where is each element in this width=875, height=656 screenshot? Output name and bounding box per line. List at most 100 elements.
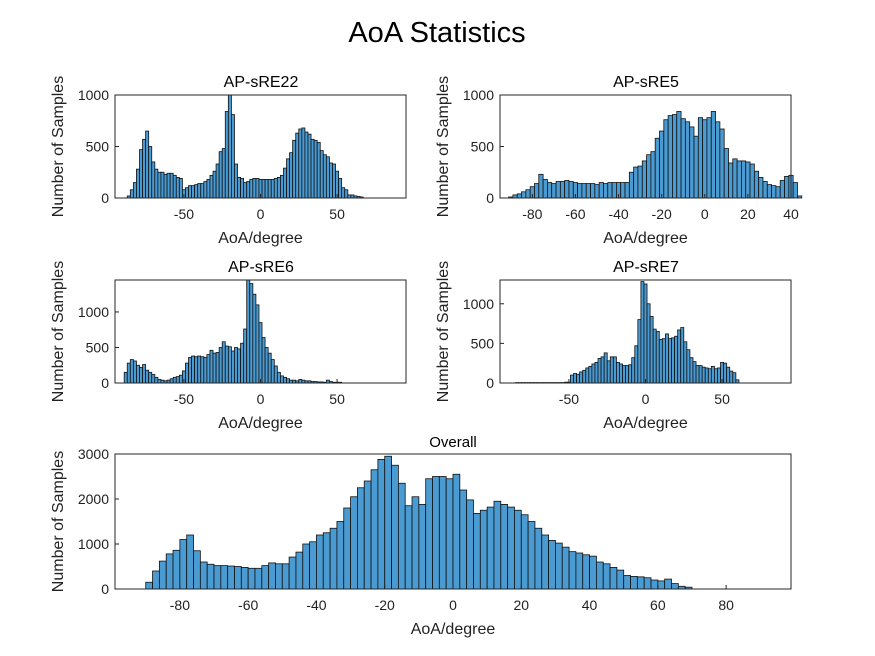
histogram-bar [194, 184, 199, 199]
histogram-bar [726, 366, 731, 384]
histogram-bar [243, 328, 248, 384]
x-tick-label: 0 [642, 391, 650, 407]
histogram-bar [459, 489, 468, 590]
histogram-bar [674, 335, 679, 384]
histogram-bar [619, 363, 623, 384]
histogram-bar [286, 378, 291, 384]
subplot-title-ap-sre5: AP-sRE5 [613, 74, 679, 91]
histogram-bar [157, 379, 162, 384]
x-axis-label: AoA/degree [411, 621, 496, 638]
histogram-bar [322, 154, 327, 199]
histogram-bar [145, 369, 150, 384]
histogram-bar [249, 179, 254, 199]
histogram-bar [213, 565, 222, 590]
histogram-bar [714, 368, 718, 384]
histogram-bar [344, 189, 349, 199]
x-tick-label: 20 [513, 597, 529, 613]
histogram-bar [775, 186, 781, 199]
histogram-bar [172, 549, 181, 590]
histogram-bar [577, 183, 583, 199]
histogram-bar [227, 346, 232, 384]
histogram-bar [573, 373, 577, 384]
histogram-bar [723, 362, 728, 384]
histogram-bar [683, 341, 688, 384]
histogram-bar [200, 356, 205, 384]
histogram-bar [792, 182, 798, 199]
histogram-bar [247, 567, 256, 590]
histogram-bar [206, 354, 211, 384]
histogram-bar [710, 111, 716, 199]
histogram-bar [193, 550, 201, 590]
histogram-bar [258, 322, 263, 384]
x-tick-label: 40 [783, 206, 799, 222]
histogram-bar [227, 565, 235, 590]
histogram-bar [273, 178, 278, 199]
histogram-bar [594, 184, 600, 199]
histogram-bar [486, 506, 495, 590]
histogram-bar [676, 111, 682, 199]
histogram-bar [218, 347, 223, 384]
x-tick-label: 50 [714, 391, 730, 407]
y-axis-label: Number of Samples [435, 261, 452, 402]
x-tick-label: 20 [740, 206, 756, 222]
histogram-bar [637, 165, 643, 199]
histogram-bar [336, 521, 345, 590]
histogram-bar [745, 161, 751, 199]
histogram-bar [547, 182, 553, 199]
histogram-bar [680, 327, 685, 384]
histogram-bar [301, 127, 306, 199]
histogram-bar [719, 128, 725, 199]
histogram-bar [622, 365, 626, 384]
histogram-bar [319, 150, 324, 199]
histogram-bar [600, 356, 605, 384]
histogram-bar [677, 329, 682, 384]
x-tick-label: -80 [170, 597, 190, 613]
histogram-bar [633, 166, 639, 199]
histogram-bar [215, 352, 220, 384]
x-tick-label: -80 [522, 206, 542, 222]
histogram-bar [370, 469, 379, 590]
histogram-bar [516, 193, 522, 199]
x-tick-label: 40 [582, 597, 598, 613]
histogram-bar [559, 181, 566, 199]
histogram-bar [151, 374, 156, 384]
histogram-bar [555, 181, 561, 199]
histogram-bar [698, 365, 703, 384]
histogram-bar [603, 352, 608, 384]
histogram-bar [507, 506, 515, 590]
histogram-bar [264, 347, 269, 384]
histogram-bar [212, 352, 217, 384]
y-tick-label: 500 [471, 335, 495, 351]
histogram-bar [591, 363, 596, 384]
histogram-bar [527, 521, 536, 590]
histogram-bar [555, 542, 563, 590]
histogram-bar [650, 151, 656, 199]
histogram-bar [695, 365, 700, 384]
histogram-bar [188, 357, 192, 384]
histogram-bar [185, 187, 189, 199]
histogram-bar [243, 182, 248, 199]
histogram-bar [689, 126, 695, 199]
histogram-bar [598, 182, 604, 199]
histogram-bar [203, 181, 208, 199]
histogram-bar [206, 179, 211, 199]
y-axis-label: Number of Samples [435, 76, 452, 217]
y-tick-label: 1000 [463, 87, 494, 103]
histogram-bar [264, 179, 269, 199]
histogram-bar [234, 163, 238, 199]
y-tick-label: 1000 [78, 304, 109, 320]
histogram-bar [707, 368, 712, 384]
histogram-bar [784, 175, 790, 199]
histogram-bar [630, 576, 638, 590]
histogram-bar [631, 357, 636, 384]
histogram-bar [255, 178, 260, 199]
histogram-bar [542, 179, 548, 199]
subplot-title-ap-sre6: AP-sRE6 [228, 259, 294, 276]
histogram-bar [697, 117, 704, 199]
x-tick-label: 50 [329, 391, 345, 407]
histogram-bar [316, 141, 321, 199]
histogram-bar [356, 487, 365, 590]
subplot-title-overall: Overall [429, 434, 477, 451]
histogram-bar [178, 178, 183, 199]
